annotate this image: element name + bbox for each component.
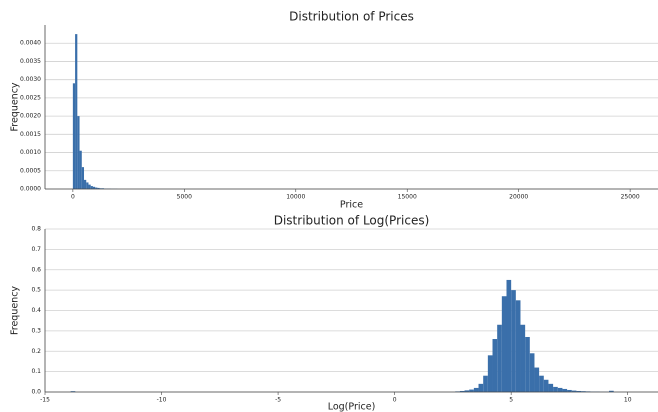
- bar: [459, 390, 465, 392]
- x-axis-label: Log(Price): [328, 402, 376, 412]
- y-axis-label: Frequency: [10, 82, 21, 131]
- y-tick-label: 0.0020: [20, 113, 41, 120]
- y-tick-label: 0.0015: [20, 131, 41, 138]
- chart-title: Distribution of Prices: [289, 10, 414, 24]
- y-axis-label: Frequency: [10, 286, 21, 335]
- y-tick-label: 0.2: [31, 348, 41, 355]
- bar: [543, 379, 549, 392]
- bar: [567, 389, 572, 392]
- chart-title: Distribution of Log(Prices): [274, 214, 430, 228]
- bar: [95, 187, 98, 189]
- bar: [473, 387, 479, 392]
- bar: [464, 390, 470, 392]
- bar: [70, 391, 76, 392]
- bar: [511, 290, 516, 392]
- bar: [553, 386, 558, 392]
- bar: [469, 389, 474, 392]
- bar: [506, 279, 512, 392]
- y-tick-label: 0.1: [31, 368, 41, 375]
- bar: [72, 83, 76, 189]
- y-tick-label: 0.0040: [20, 40, 41, 47]
- y-tick-label: 0.7: [31, 246, 41, 253]
- x-tick-label: 15000: [398, 194, 417, 201]
- y-tick-label: 0.3: [31, 327, 41, 334]
- x-tick-label: -15: [40, 397, 50, 404]
- bar: [92, 186, 96, 189]
- bar: [609, 390, 614, 392]
- x-tick-label: 5: [509, 397, 513, 404]
- y-tick-label: 0.0005: [20, 167, 41, 174]
- y-tick-label: 0.0000: [20, 186, 41, 193]
- bar: [571, 390, 577, 392]
- bar: [557, 387, 563, 392]
- bar: [90, 186, 93, 189]
- y-tick-label: 0.0: [31, 389, 41, 396]
- bar: [97, 187, 100, 189]
- bar: [478, 383, 484, 392]
- bar: [520, 324, 526, 392]
- bar: [483, 375, 488, 392]
- bar: [534, 367, 540, 392]
- y-tick-label: 0.0025: [20, 94, 41, 101]
- bar: [576, 390, 582, 392]
- bar: [497, 324, 502, 392]
- y-tick-label: 0.0035: [20, 58, 41, 65]
- bar: [581, 391, 586, 392]
- bar: [492, 339, 498, 392]
- x-tick-label: -5: [275, 397, 281, 404]
- bar: [84, 179, 87, 189]
- bar: [525, 336, 530, 392]
- bar: [501, 296, 507, 392]
- bar: [515, 300, 521, 392]
- x-tick-label: 20000: [509, 194, 528, 201]
- x-tick-label: -10: [157, 397, 167, 404]
- y-tick-label: 0.0030: [20, 76, 41, 83]
- x-tick-label: 10000: [286, 194, 305, 201]
- bar: [529, 353, 535, 392]
- y-tick-label: 0.8: [31, 226, 41, 233]
- bar: [487, 355, 493, 392]
- bar: [79, 150, 82, 189]
- bar: [548, 383, 554, 392]
- x-axis-label: Price: [340, 200, 363, 211]
- bar: [75, 34, 78, 189]
- y-tick-label: 0.5: [31, 287, 41, 294]
- bar: [77, 116, 80, 189]
- x-tick-label: 25000: [621, 194, 640, 201]
- bar: [562, 388, 568, 392]
- y-tick-label: 0.0010: [20, 149, 41, 156]
- x-tick-label: 0: [393, 397, 397, 404]
- x-tick-label: 0: [71, 194, 75, 201]
- bar: [539, 375, 544, 392]
- bar: [81, 167, 85, 189]
- x-tick-label: 5000: [177, 194, 192, 201]
- y-tick-label: 0.4: [31, 307, 41, 314]
- bar: [88, 184, 91, 189]
- x-tick-label: 10: [624, 397, 632, 404]
- bar: [86, 182, 89, 189]
- y-tick-label: 0.6: [31, 266, 41, 273]
